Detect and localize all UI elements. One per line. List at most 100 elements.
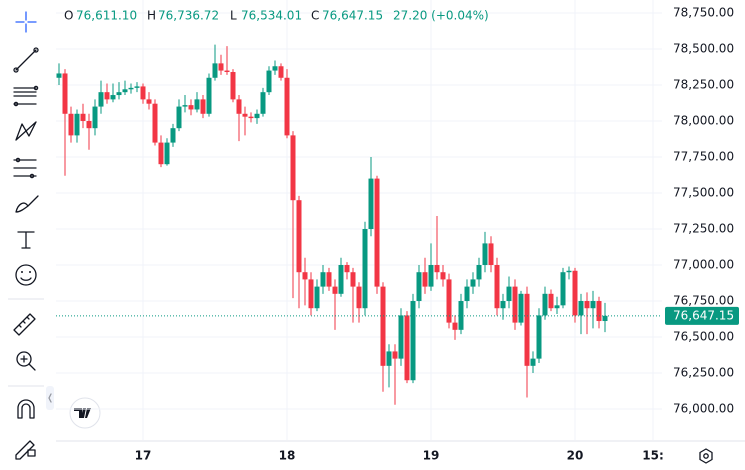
candle-body <box>158 142 164 165</box>
candle-body <box>170 128 176 143</box>
candle-body <box>524 293 530 366</box>
candle-body <box>200 99 206 114</box>
candle-body <box>320 272 326 287</box>
y-tick-label: 77,750.00 <box>673 149 734 163</box>
candle-body <box>314 286 320 309</box>
grid <box>56 0 662 440</box>
candle-body <box>362 229 368 309</box>
candle-body <box>326 272 332 287</box>
pattern-tool[interactable] <box>15 121 37 141</box>
candle-body <box>494 265 500 309</box>
candle-body <box>566 270 572 273</box>
candle-body <box>548 293 554 309</box>
candle-body <box>554 305 560 309</box>
candle-body <box>434 265 440 273</box>
candle-body <box>416 272 422 302</box>
lock-tool[interactable] <box>15 440 36 460</box>
candle-body <box>86 120 92 129</box>
header-change: 27.20 (+0.04%) <box>393 9 489 23</box>
candle-body <box>164 142 170 165</box>
candle-body <box>236 99 242 114</box>
x-tick-label: 20 <box>567 449 584 463</box>
candle-body <box>278 66 284 78</box>
candle-body <box>224 70 230 73</box>
crosshair-tool[interactable] <box>15 11 37 33</box>
candle-body <box>584 301 590 309</box>
candle-body <box>578 301 584 316</box>
x-tick-label: 17 <box>135 449 152 463</box>
candle-body <box>260 92 266 114</box>
candle-body <box>68 113 74 136</box>
y-tick-label: 76,750.00 <box>673 294 734 308</box>
candle-body <box>92 106 98 129</box>
candle-body <box>56 73 62 78</box>
candle-body <box>140 86 146 100</box>
candle-body <box>218 63 224 71</box>
fib-tool[interactable] <box>13 85 39 107</box>
trendline-tool[interactable] <box>13 47 39 73</box>
candle-body <box>296 200 302 273</box>
candle-body <box>440 272 446 280</box>
candle-body <box>374 178 380 287</box>
candle-body <box>512 286 518 323</box>
emoji-tool[interactable] <box>15 264 37 286</box>
candle-body <box>146 99 152 104</box>
candle-body <box>62 73 68 114</box>
candle-body <box>596 301 602 322</box>
candle-body <box>356 286 362 309</box>
header-value: 76,534.01 <box>241 9 302 23</box>
candle-body <box>104 92 110 100</box>
header-value: 76,611.10 <box>76 9 137 23</box>
candle-body <box>194 99 200 110</box>
candle-body <box>470 279 476 287</box>
last-price-box <box>665 306 739 325</box>
candle-body <box>602 315 608 322</box>
overlay: 76,000.00 76,250.00 76,500.00 76,750.00 77,0… <box>56 5 739 463</box>
candle-body <box>536 315 542 359</box>
brush-tool[interactable] <box>15 195 39 213</box>
zoom-tool[interactable] <box>16 351 36 371</box>
candle-body <box>590 301 596 309</box>
candle-body <box>176 106 182 129</box>
y-tick-label: 76,250.00 <box>673 366 734 380</box>
candle-body <box>242 113 248 117</box>
candle-body <box>128 87 134 90</box>
prediction-tool[interactable] <box>13 157 37 179</box>
header-value: 76,647.15 <box>322 9 383 23</box>
candle-body <box>98 92 104 107</box>
y-tick-label: 76,500.00 <box>673 330 734 344</box>
candle-body <box>254 113 260 119</box>
y-tick-label: 78,250.00 <box>673 77 734 91</box>
candle-body <box>302 272 308 280</box>
candle-body <box>422 272 428 287</box>
candle-body <box>398 315 404 359</box>
candle-body <box>428 265 434 287</box>
y-tick-label: 77,000.00 <box>673 258 734 272</box>
candle-body <box>404 315 410 381</box>
y-tick-label: 78,000.00 <box>673 113 734 127</box>
y-tick-label: 76,000.00 <box>673 402 734 416</box>
candle-body <box>188 105 194 110</box>
ruler-tool[interactable] <box>13 313 36 336</box>
collapse-toolbar[interactable] <box>46 386 54 410</box>
candle-body <box>182 105 188 107</box>
candle-body <box>308 279 314 309</box>
text-tool[interactable] <box>17 231 35 249</box>
last-price-label: 76,647.15 <box>673 308 734 322</box>
candle-body <box>74 113 80 136</box>
candle-body <box>506 286 512 302</box>
candles <box>56 44 608 405</box>
candle-body <box>380 286 386 366</box>
candle-body <box>530 358 536 366</box>
magnet-tool[interactable] <box>17 399 35 419</box>
x-tick-label: 15: <box>642 449 664 463</box>
candle-body <box>560 272 566 306</box>
settings-icon[interactable] <box>699 448 713 464</box>
toolbar <box>8 11 54 460</box>
header-letter: H <box>147 9 156 23</box>
candle-body <box>542 293 548 316</box>
candle-body <box>410 301 416 381</box>
candle-body <box>80 113 86 121</box>
